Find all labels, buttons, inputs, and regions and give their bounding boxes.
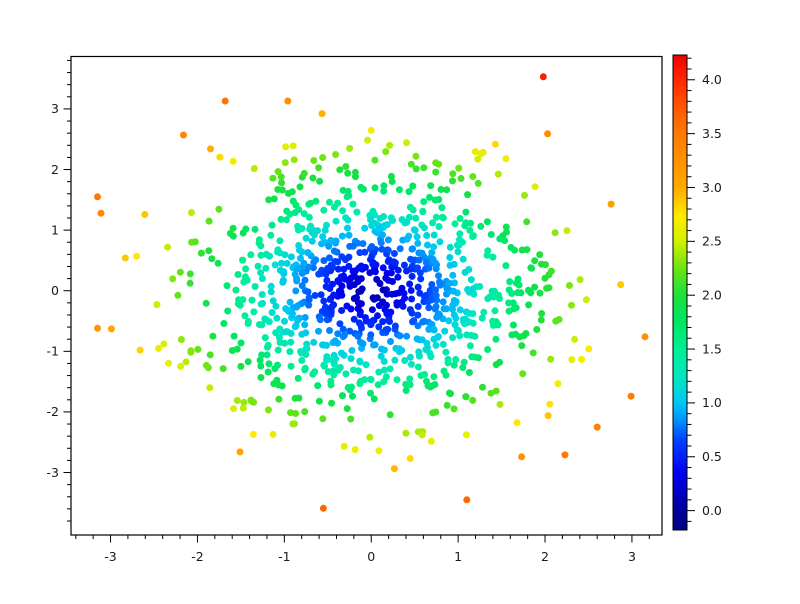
x-tick-label: 2	[541, 549, 549, 564]
colorbar-tick-label: 1.5	[702, 341, 722, 356]
x-tick-label: 3	[628, 549, 636, 564]
y-tick-label: 2	[51, 162, 59, 177]
x-tick-label: -2	[191, 549, 203, 564]
y-tick-label: 0	[51, 283, 59, 298]
y-axis: -3 -2 -1 0 1 2 3	[47, 59, 71, 522]
x-tick-label: 1	[454, 549, 462, 564]
y-tick-label: 1	[51, 222, 59, 237]
y-tick-label: -1	[47, 344, 59, 359]
colorbar-tick-label: 0.0	[702, 503, 722, 518]
colorbar-tick-label: 2.5	[702, 234, 722, 249]
colorbar-tick-label: 2.0	[702, 287, 722, 302]
colorbar-tick-label: 4.0	[702, 72, 722, 87]
y-tick-label: 3	[51, 101, 59, 116]
x-tick-label: -3	[104, 549, 116, 564]
scatter-points	[94, 73, 649, 512]
colorbar-tick-label: 3.5	[702, 126, 722, 141]
y-tick-label: -3	[47, 465, 59, 480]
colorbar-tick-label: 0.5	[702, 449, 722, 464]
colorbar-tick-label: 3.0	[702, 180, 722, 195]
plot-frame	[70, 55, 663, 536]
x-tick-label: 0	[367, 549, 375, 564]
colorbar-gradient	[672, 54, 688, 531]
colorbar-tick-label: 1.0	[702, 395, 722, 410]
colorbar: 0.0 0.5 1.0 1.5 2.0 2.5 3.0 3.5 4.0	[672, 54, 722, 531]
x-axis: -3 -2 -1 0 1 2 3	[75, 535, 650, 564]
x-tick-label: -1	[278, 549, 290, 564]
y-tick-label: -2	[47, 404, 59, 419]
